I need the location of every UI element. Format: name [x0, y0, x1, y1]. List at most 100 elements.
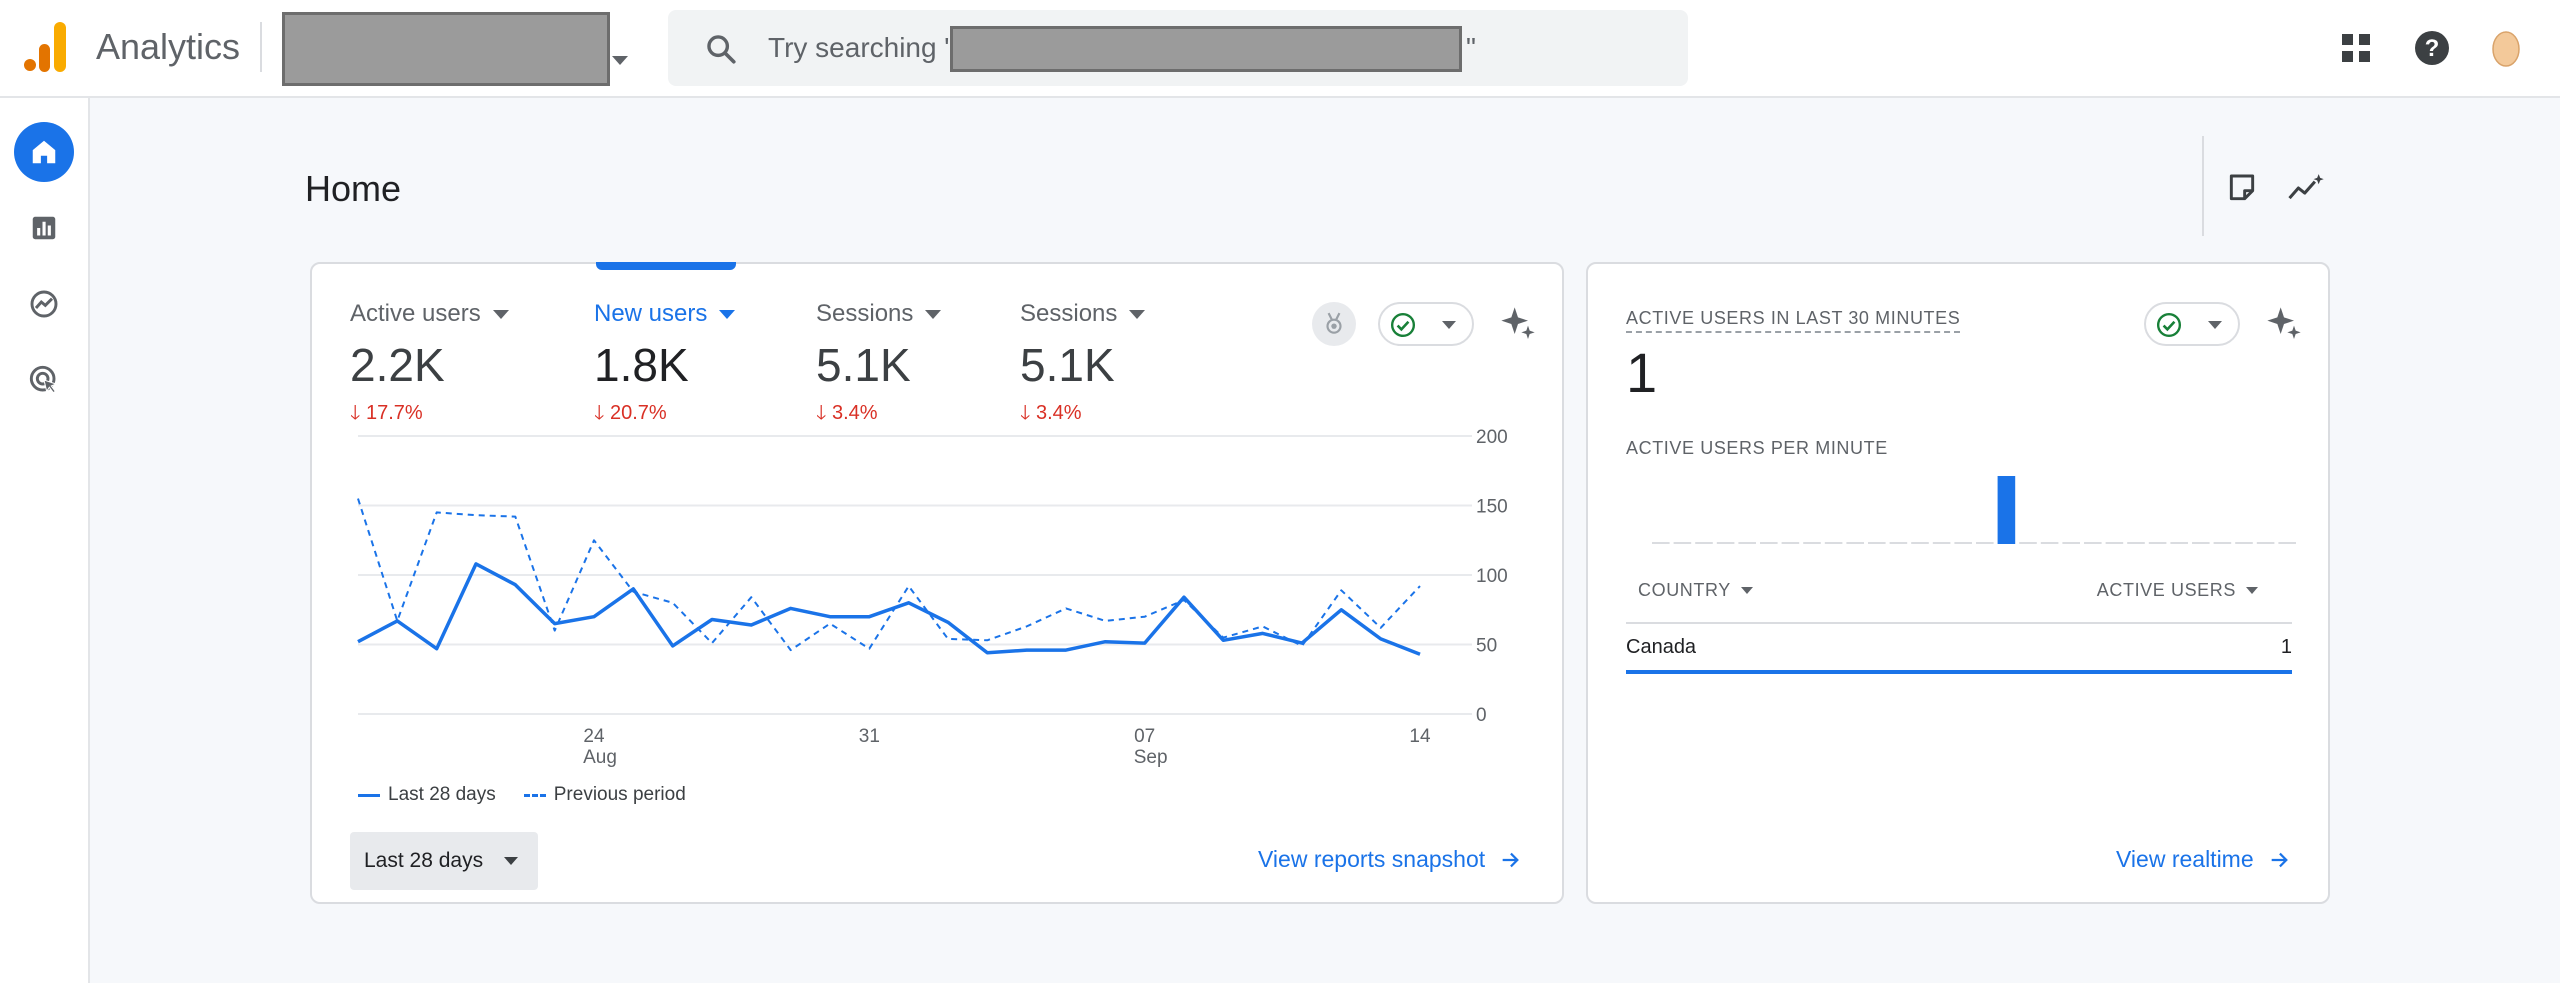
- per-minute-bar: [1824, 542, 1843, 544]
- row-active-users: 1: [2280, 636, 2292, 658]
- award-icon[interactable]: [1312, 302, 1356, 346]
- explore-icon: [30, 290, 58, 318]
- per-minute-bar: [1911, 542, 1929, 544]
- metric-new-users[interactable]: New users 1.8K 🡓 20.7%: [594, 300, 736, 432]
- per-minute-bar-chart: [1652, 476, 2296, 544]
- overview-card: Active users 2.2K 🡓 17.7% New users 1.8K…: [310, 262, 1564, 904]
- chevron-down-icon[interactable]: [719, 309, 736, 319]
- annotation-icon[interactable]: [2220, 166, 2264, 210]
- link-label: View realtime: [2116, 846, 2254, 872]
- arrow-right-icon: [1502, 852, 1520, 867]
- per-minute-bar: [2040, 542, 2059, 544]
- per-minute-bar: [1673, 542, 1692, 544]
- nav-advertising[interactable]: [14, 350, 74, 410]
- search-example-redacted: [950, 26, 1462, 72]
- per-minute-bar: [1932, 542, 1951, 544]
- page-title: Home: [305, 168, 402, 209]
- chevron-down-icon: [2246, 587, 2258, 594]
- sparkle-icon[interactable]: [2264, 304, 2304, 344]
- arrow-right-icon: [2271, 852, 2288, 867]
- realtime-card: ACTIVE USERS IN LAST 30 MINUTES 1 ACTIVE…: [1586, 262, 2330, 904]
- metric-label: Sessions: [1020, 300, 1118, 327]
- legend-label: Previous period: [553, 784, 686, 805]
- metric-active-users[interactable]: Active users 2.2K 🡓 17.7%: [350, 300, 509, 432]
- series-line-previous-period: [357, 498, 1421, 652]
- metric-value: 1.8K: [594, 339, 689, 391]
- data-quality-button[interactable]: [2144, 302, 2240, 346]
- per-minute-bar: [2062, 542, 2080, 544]
- metric-label: Sessions: [816, 300, 914, 327]
- advertising-icon: [29, 365, 58, 394]
- insights-icon[interactable]: [2284, 166, 2328, 210]
- chevron-down-icon[interactable]: [925, 309, 942, 319]
- row-country: Canada: [1626, 636, 1697, 658]
- per-minute-label: ACTIVE USERS PER MINUTE: [1626, 438, 1888, 458]
- analytics-logo[interactable]: [24, 22, 66, 72]
- y-tick-label: 50: [1476, 636, 1497, 657]
- x-tick-label: 31: [859, 726, 880, 747]
- column-header-active-users[interactable]: ACTIVE USERS: [2097, 580, 2258, 601]
- view-realtime-link[interactable]: View realtime: [2116, 846, 2290, 873]
- metric-delta: 🡓 3.4%: [816, 402, 878, 424]
- home-icon: [32, 140, 56, 164]
- help-icon[interactable]: ?: [2410, 26, 2454, 70]
- data-quality-button[interactable]: [1378, 302, 1474, 346]
- per-minute-bar: [2084, 542, 2102, 544]
- per-minute-bar: [2278, 542, 2296, 544]
- view-reports-snapshot-link[interactable]: View reports snapshot: [1258, 846, 1521, 873]
- date-range-label: Last 28 days: [364, 849, 484, 872]
- divider: [2202, 136, 2204, 236]
- link-label: View reports snapshot: [1258, 846, 1486, 872]
- date-range-button[interactable]: Last 28 days: [350, 832, 538, 890]
- nav-home[interactable]: [14, 122, 74, 182]
- search-placeholder: Try searching ": [768, 32, 955, 63]
- chevron-down-icon: [1740, 587, 1753, 594]
- metric-label: New users: [594, 300, 708, 327]
- app-title: Analytics: [96, 26, 241, 67]
- divider: [1626, 622, 2292, 624]
- per-minute-bar: [1846, 542, 1864, 544]
- per-minute-bar: [1976, 542, 1994, 544]
- legend-label: Last 28 days: [388, 784, 496, 805]
- nav-explore[interactable]: [14, 274, 74, 334]
- svg-text:?: ?: [2425, 35, 2440, 62]
- selected-metric-indicator: [596, 262, 736, 270]
- realtime-title[interactable]: ACTIVE USERS IN LAST 30 MINUTES: [1626, 308, 1961, 333]
- per-minute-bar: [2235, 542, 2253, 544]
- sparkle-icon[interactable]: [1498, 304, 1538, 344]
- metric-sessions-2[interactable]: Sessions 5.1K 🡓 3.4%: [1020, 300, 1146, 432]
- column-header-country[interactable]: COUNTRY: [1638, 580, 1753, 601]
- metric-delta: 🡓 20.7%: [594, 402, 667, 424]
- chevron-down-icon[interactable]: [1129, 309, 1146, 319]
- per-minute-bar: [1889, 542, 1908, 544]
- account-selector-redacted[interactable]: [282, 12, 610, 86]
- chevron-down-icon[interactable]: [612, 56, 628, 65]
- legend-swatch-dashed: [523, 793, 546, 797]
- per-minute-bar: [1803, 542, 1821, 544]
- chevron-down-icon: [1442, 321, 1456, 329]
- metric-value: 5.1K: [816, 339, 911, 391]
- nav-reports[interactable]: [14, 198, 74, 258]
- divider: [260, 22, 262, 72]
- table-row[interactable]: Canada 1: [1626, 632, 2292, 674]
- per-minute-bar: [2105, 542, 2124, 544]
- metric-sessions[interactable]: Sessions 5.1K 🡓 3.4%: [816, 300, 942, 432]
- per-minute-bar: [1760, 542, 1778, 544]
- metric-delta: 🡓 17.7%: [350, 402, 423, 424]
- chevron-down-icon[interactable]: [492, 309, 509, 319]
- per-minute-bar: [1954, 542, 1972, 544]
- top-bar: Analytics Try searching " " ?: [0, 0, 2560, 98]
- metric-delta: 🡓 3.4%: [1020, 402, 1082, 424]
- x-tick-label: 24: [583, 726, 605, 747]
- apps-grid-icon[interactable]: [2334, 26, 2378, 70]
- avatar[interactable]: [2484, 26, 2528, 70]
- chart-legend: Last 28 days Previous period: [358, 784, 686, 806]
- search-placeholder-end: ": [1466, 32, 1476, 63]
- per-minute-bar: [1781, 542, 1800, 544]
- per-minute-bar: [2192, 542, 2210, 544]
- per-minute-bar: [2148, 542, 2167, 544]
- realtime-value: 1: [1626, 341, 1658, 404]
- x-tick-month-label: Aug: [583, 747, 617, 768]
- search-bar[interactable]: Try searching " ": [668, 10, 1688, 86]
